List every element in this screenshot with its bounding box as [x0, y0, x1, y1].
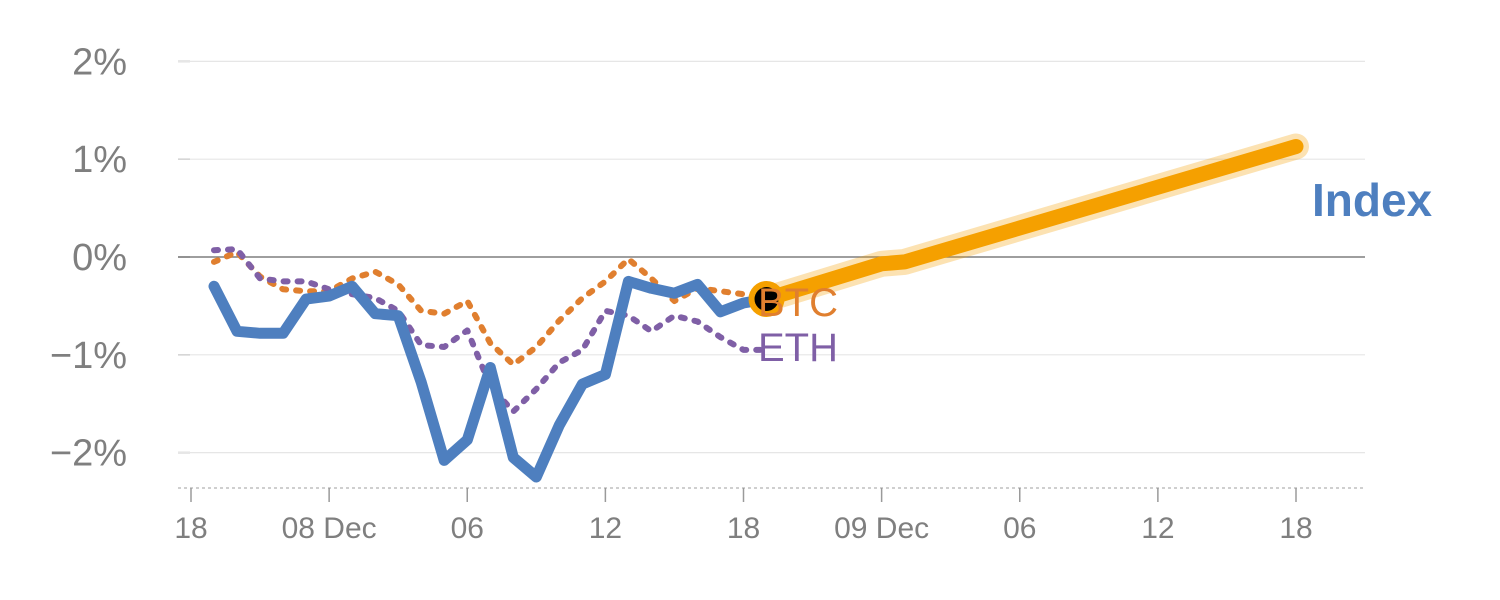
x-tick-label: 06	[451, 512, 484, 545]
grid-layer	[178, 60, 1365, 454]
x-tick-label: 18	[727, 512, 760, 545]
x-tick-label: 12	[1141, 512, 1174, 545]
x-tick-label: 12	[589, 512, 622, 545]
index-series-line	[208, 275, 772, 483]
axis-layer: 2% 1% 0% −1% −2% 18 08 Dec 06 12 18 09 Dec 06 12 18	[50, 41, 1365, 545]
y-tick-label: 1%	[72, 139, 127, 181]
series-layer	[208, 133, 1309, 483]
eth-series-label: ETH	[758, 326, 838, 370]
label-layer: Index BTC ETH	[758, 174, 1433, 370]
btc-series-label: BTC	[758, 281, 838, 325]
y-tick-label: 0%	[72, 237, 127, 279]
x-tick-label: 08 Dec	[282, 512, 377, 545]
x-tick-label: 09 Dec	[834, 512, 929, 545]
x-tick-label: 18	[174, 512, 207, 545]
y-tick-label: −2%	[50, 433, 127, 475]
x-tick-label: 18	[1279, 512, 1312, 545]
y-tick-label: 2%	[72, 41, 127, 83]
junction-marker-core	[754, 287, 779, 312]
btc-series-line	[211, 249, 770, 368]
y-tick-label: −1%	[50, 335, 127, 377]
index-series-label: Index	[1312, 174, 1433, 226]
x-tick-label: 06	[1003, 512, 1036, 545]
forecast-series-line	[759, 139, 1304, 307]
